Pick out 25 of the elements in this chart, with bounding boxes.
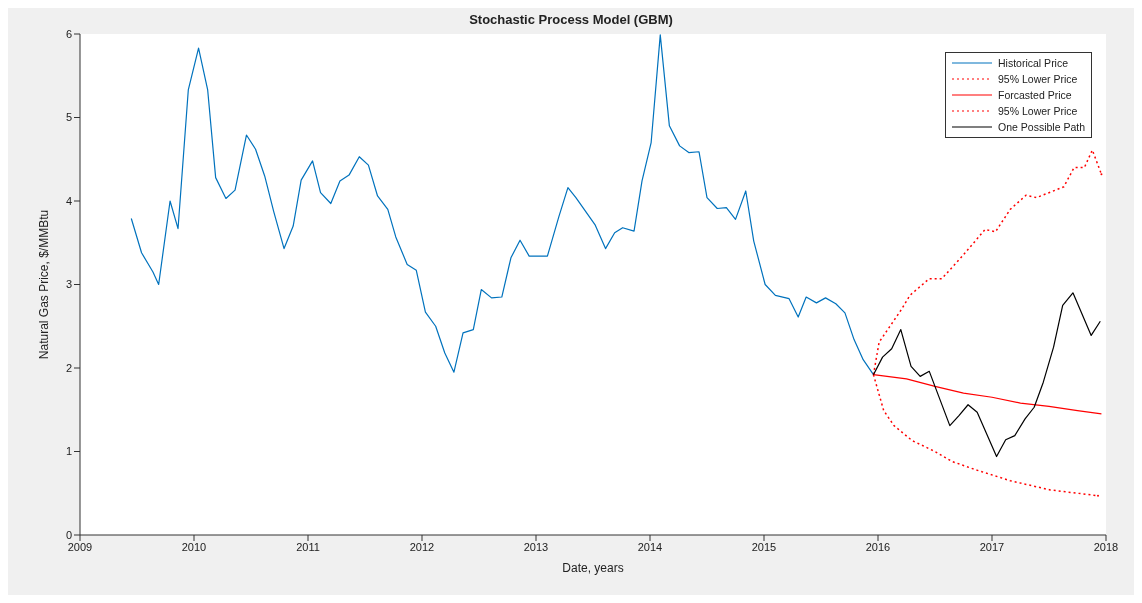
legend-label: 95% Lower Price xyxy=(998,105,1078,117)
y-tick-label: 2 xyxy=(65,361,72,374)
x-axis-title: Date, years xyxy=(562,560,624,575)
y-tick-label: 0 xyxy=(65,528,72,541)
x-tick-label: 2013 xyxy=(523,540,549,553)
x-tick-label: 2015 xyxy=(751,540,777,553)
x-tick-label: 2011 xyxy=(296,540,320,553)
y-tick-label: 1 xyxy=(65,445,72,458)
y-tick-label: 6 xyxy=(65,27,72,40)
legend-label: Historical Price xyxy=(998,57,1069,69)
y-tick-label: 4 xyxy=(65,194,72,207)
y-tick-label: 3 xyxy=(65,278,72,291)
x-tick-label: 2016 xyxy=(865,540,891,553)
y-tick-label: 5 xyxy=(65,111,72,124)
legend-label: Forcasted Price xyxy=(998,89,1072,101)
x-tick-label: 2018 xyxy=(1093,540,1119,553)
x-tick-label: 2014 xyxy=(637,540,663,553)
x-tick-label: 2017 xyxy=(979,540,1005,553)
y-axis-title: Natural Gas Price, $/MMBtu xyxy=(37,209,52,360)
x-tick-label: 2009 xyxy=(67,540,93,553)
chart-title: Stochastic Process Model (GBM) xyxy=(468,12,674,27)
legend-label: One Possible Path xyxy=(998,121,1085,133)
x-tick-label: 2012 xyxy=(409,540,435,553)
legend-label: 95% Lower Price xyxy=(998,73,1078,85)
x-tick-label: 2010 xyxy=(181,540,207,553)
